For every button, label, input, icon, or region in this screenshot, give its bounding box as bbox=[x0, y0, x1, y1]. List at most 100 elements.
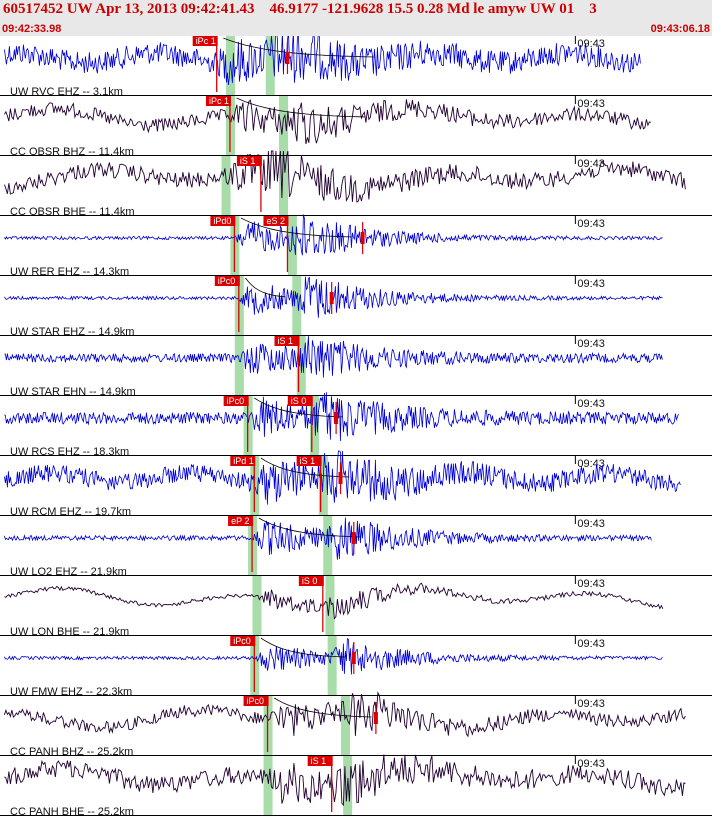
station-label: UW RCM EHZ -- 19.7km bbox=[10, 506, 131, 518]
waveform-trace bbox=[3, 150, 686, 203]
p-pick-label: iPc0 bbox=[247, 696, 265, 706]
p-pick-label: eP 2 bbox=[231, 516, 249, 526]
waveform-trace bbox=[4, 754, 686, 807]
waveform-trace bbox=[4, 30, 641, 86]
p-pick-label: iPc0 bbox=[227, 396, 245, 406]
station-label: CC OBSR BHZ -- 11.4km bbox=[10, 146, 134, 158]
s-pick-label: eS 2 bbox=[266, 216, 285, 226]
station-label: CC PANH BHZ -- 25.2km bbox=[10, 746, 133, 758]
coda-curve bbox=[274, 697, 372, 718]
waveform-trace bbox=[3, 691, 686, 738]
station-label: UW LO2 EHZ -- 21.9km bbox=[10, 566, 127, 578]
minute-tick-label: 09:43 bbox=[577, 338, 605, 350]
station-label: UW RER EHZ -- 14.3km bbox=[10, 266, 129, 278]
station-label: CC PANH BHE -- 25.2km bbox=[10, 806, 134, 818]
s-pick-flag bbox=[263, 216, 289, 226]
waveform-trace bbox=[4, 450, 681, 505]
p-pick-flag bbox=[228, 516, 254, 526]
minute-tick-label: 09:43 bbox=[577, 158, 605, 170]
station-label: UW RVC EHZ -- 3.1km bbox=[10, 86, 123, 98]
p-pick-flag bbox=[230, 456, 256, 466]
window-start-time: 09:42:33.98 bbox=[2, 23, 62, 35]
station-label: UW STAR EHN -- 14.9km bbox=[10, 386, 136, 398]
amplitude-marker-box bbox=[334, 412, 339, 424]
p-pick-label: iPc 1 bbox=[196, 36, 216, 46]
p-pick-flag bbox=[230, 636, 256, 646]
analysis-window bbox=[309, 396, 319, 455]
minute-tick-label: 09:43 bbox=[577, 458, 605, 470]
trace-panel[interactable]: 09:43 iPc 1 UW RVC EHZ -- 3.1km 09:43 iPc 1 C… bbox=[0, 30, 712, 818]
event-title: 60517452 UW Apr 13, 2013 09:42:41.43 46.… bbox=[3, 1, 597, 17]
coda-curve bbox=[260, 457, 350, 478]
s-pick-label: iS 1 bbox=[278, 336, 294, 346]
waveform-trace bbox=[4, 392, 679, 442]
analysis-window bbox=[287, 216, 297, 275]
coda-curve bbox=[254, 397, 343, 418]
analysis-window bbox=[279, 156, 289, 215]
coda-curve bbox=[240, 217, 352, 238]
amplitude-marker-box bbox=[373, 712, 378, 724]
s-pick-label: iS 0 bbox=[291, 396, 307, 406]
waveform-trace bbox=[4, 99, 652, 145]
p-pick-flag bbox=[214, 276, 240, 286]
station-label: CC OBSR BHE -- 11.4km bbox=[10, 206, 135, 218]
waveform-trace bbox=[4, 517, 652, 560]
s-pick-label: iS 1 bbox=[311, 756, 327, 766]
analysis-window bbox=[327, 636, 337, 695]
waveform-trace bbox=[4, 582, 664, 620]
minute-tick-label: 09:43 bbox=[577, 638, 605, 650]
minute-tick-label: 09:43 bbox=[577, 518, 605, 530]
analysis-window bbox=[323, 516, 333, 575]
s-pick-flag bbox=[236, 156, 262, 166]
coda-curve bbox=[258, 517, 361, 538]
minute-tick-label: 09:43 bbox=[577, 98, 605, 110]
analysis-window bbox=[292, 276, 302, 335]
analysis-window bbox=[252, 576, 262, 635]
station-label: UW RCS EHZ -- 18.3km bbox=[10, 446, 129, 458]
station-label: UW LON BHE -- 21.9km bbox=[10, 626, 129, 638]
analysis-window bbox=[221, 156, 231, 215]
analysis-window bbox=[318, 456, 328, 515]
p-pick-label: iPc0 bbox=[233, 636, 251, 646]
amplitude-marker-box bbox=[351, 532, 356, 544]
coda-curve bbox=[223, 37, 374, 58]
waveform-trace bbox=[4, 638, 663, 675]
s-pick-label: iS 1 bbox=[300, 456, 316, 466]
coda-curve bbox=[260, 637, 345, 658]
p-pick-flag bbox=[243, 696, 269, 706]
s-pick-flag bbox=[274, 336, 300, 346]
p-pick-label: iPd0 bbox=[213, 216, 231, 226]
p-pick-flag bbox=[210, 216, 236, 226]
window-end-time: 09:43:06.18 bbox=[650, 23, 710, 35]
analysis-window bbox=[279, 96, 289, 155]
analysis-window bbox=[234, 336, 244, 395]
coda-curve bbox=[245, 277, 286, 298]
analysis-window bbox=[325, 576, 335, 635]
waveform-trace bbox=[4, 214, 663, 256]
minute-tick-label: 09:43 bbox=[577, 398, 605, 410]
s-pick-flag bbox=[307, 756, 333, 766]
analysis-window bbox=[340, 696, 350, 755]
amplitude-marker-box bbox=[329, 292, 334, 304]
p-pick-label: iPc 1 bbox=[209, 96, 229, 106]
p-pick-flag bbox=[223, 396, 249, 406]
p-pick-label: iPd 1 bbox=[233, 456, 254, 466]
p-pick-label: iPc0 bbox=[218, 276, 236, 286]
s-pick-label: iS 1 bbox=[240, 156, 256, 166]
minute-tick-label: 09:43 bbox=[577, 278, 605, 290]
s-pick-flag bbox=[298, 576, 324, 586]
minute-tick-label: 09:43 bbox=[577, 698, 605, 710]
amplitude-marker-box bbox=[338, 472, 343, 484]
p-pick-flag bbox=[192, 36, 218, 46]
minute-tick-label: 09:43 bbox=[577, 578, 605, 590]
station-label: UW FMW EHZ -- 22.3km bbox=[10, 686, 132, 698]
coda-curve bbox=[236, 97, 365, 118]
analysis-window bbox=[265, 36, 275, 95]
minute-tick-label: 09:43 bbox=[577, 758, 605, 770]
station-label: UW STAR EHZ -- 14.9km bbox=[10, 326, 134, 338]
s-pick-flag bbox=[287, 396, 313, 406]
s-pick-flag bbox=[296, 456, 322, 466]
minute-tick-label: 09:43 bbox=[577, 218, 605, 230]
trace-canvas[interactable]: 09:43 iPc 1 UW RVC EHZ -- 3.1km 09:43 iPc 1 C… bbox=[0, 30, 712, 818]
